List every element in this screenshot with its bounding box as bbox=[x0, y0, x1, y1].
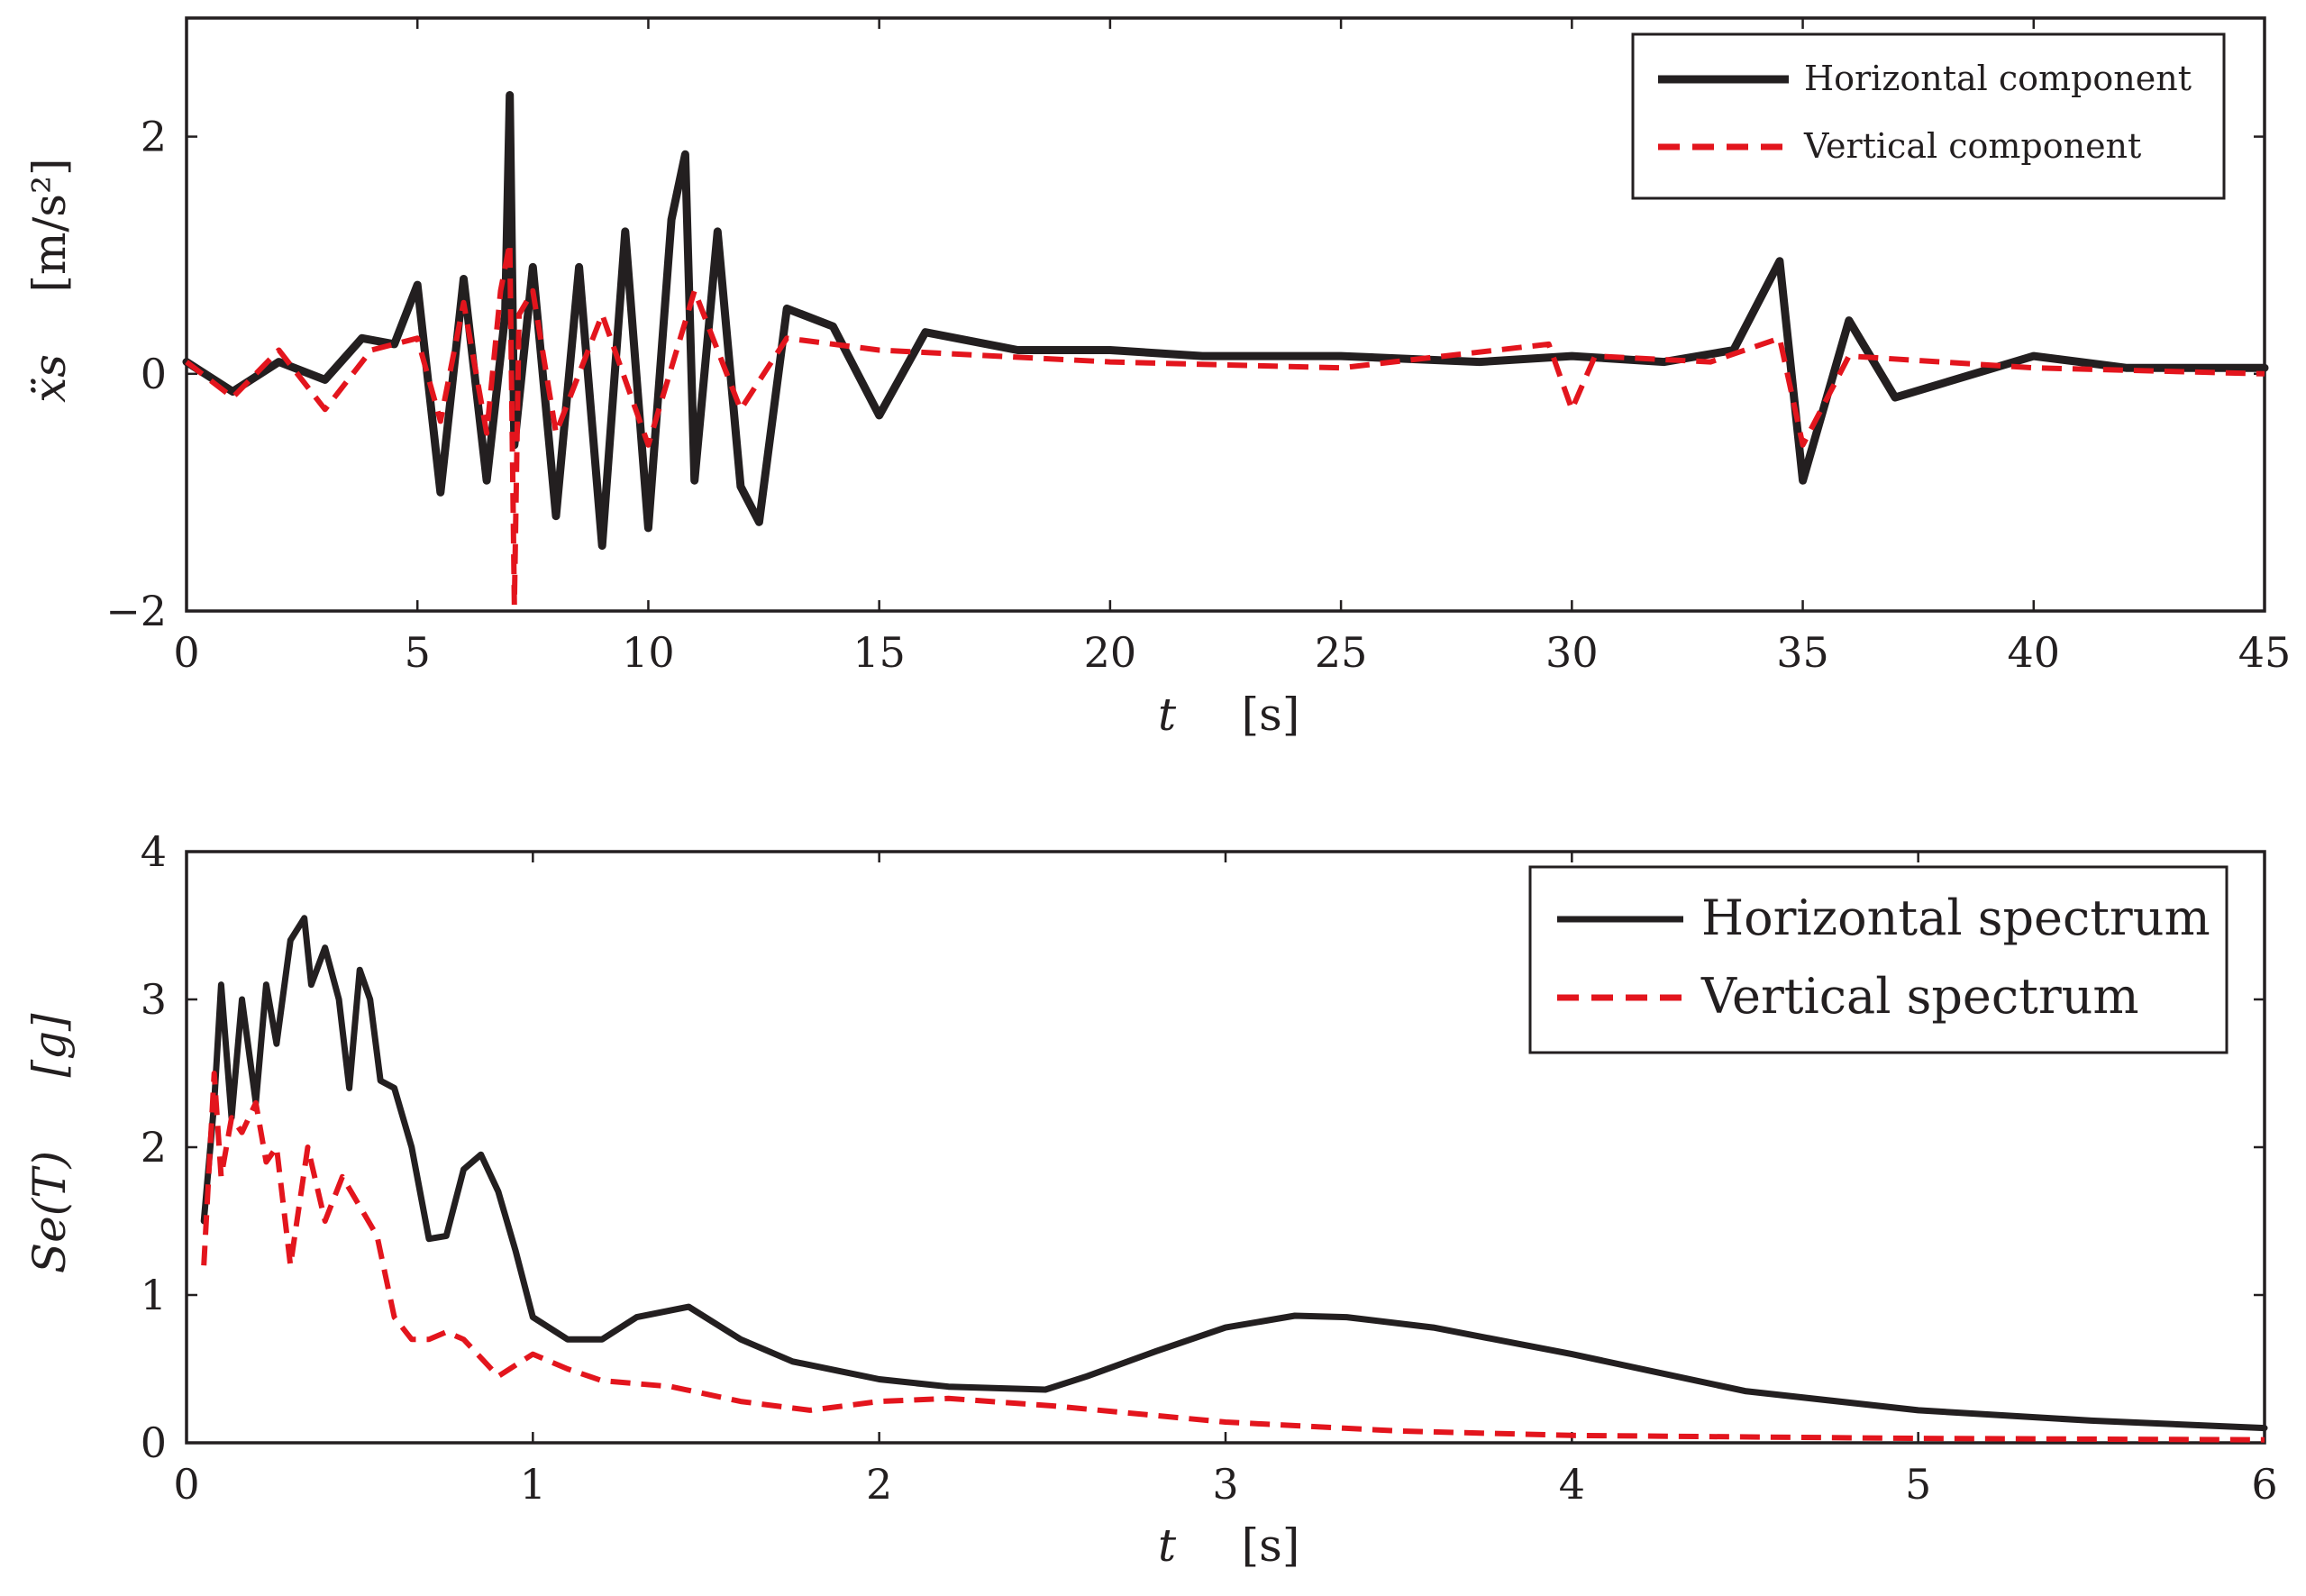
spectrum-x-tick-label: 4 bbox=[1559, 1460, 1585, 1509]
legend-horizontal-component-label: Horizontal component bbox=[1804, 59, 2192, 98]
spectrum-series bbox=[200, 915, 2268, 1443]
spectrum-x-tick-label: 2 bbox=[866, 1460, 892, 1509]
acceleration-y-axis-title: ẍs [m/s²] bbox=[23, 159, 76, 403]
spectrum-y-tick-label: 0 bbox=[141, 1418, 167, 1467]
spectrum-legend-box bbox=[1528, 865, 2229, 1054]
acceleration-y-tick-label: 0 bbox=[141, 350, 167, 398]
acceleration-legend: Horizontal component Vertical component bbox=[1631, 32, 2226, 200]
acceleration-legend-box bbox=[1631, 32, 2226, 200]
spectrum-x-axis-title: t [s] bbox=[1158, 1519, 1299, 1572]
acceleration-x-label: t bbox=[1158, 689, 1177, 741]
acceleration-chart: 0 5 10 15 20 25 30 35 40 45−202 ẍs [m/s²] t [s] H… bbox=[23, 16, 2291, 741]
spectrum-series-vertical-spectrum bbox=[201, 1071, 2265, 1443]
spectrum-x-tick-label: 0 bbox=[173, 1460, 199, 1509]
spectrum-y-tick-label: 2 bbox=[141, 1123, 167, 1172]
spectrum-y-tick-label: 1 bbox=[141, 1271, 167, 1319]
spectrum-x-tick-label: 6 bbox=[2251, 1460, 2277, 1509]
acceleration-x-tick-label: 20 bbox=[1084, 628, 1137, 677]
acceleration-x-tick-label: 25 bbox=[1315, 628, 1368, 677]
acceleration-series-horizontal-component bbox=[182, 91, 2269, 551]
acceleration-series bbox=[182, 91, 2269, 608]
legend-vertical-spectrum-label: Vertical spectrum bbox=[1700, 968, 2139, 1025]
spectrum-y-tick-label: 4 bbox=[141, 827, 167, 876]
acceleration-plot-frame bbox=[185, 16, 2266, 613]
acceleration-x-tick-label: 10 bbox=[622, 628, 675, 677]
spectrum-x-tick-label: 1 bbox=[520, 1460, 546, 1509]
spectrum-series-horizontal-spectrum bbox=[200, 915, 2268, 1432]
acceleration-x-unit: [s] bbox=[1242, 689, 1300, 741]
acceleration-x-tick-label: 40 bbox=[2008, 628, 2061, 677]
acceleration-x-tick-label: 45 bbox=[2238, 628, 2292, 677]
spectrum-x-unit: [s] bbox=[1242, 1519, 1300, 1572]
spectrum-y-unit: [g] bbox=[23, 1013, 76, 1078]
acceleration-y-tick-label: 2 bbox=[141, 113, 167, 161]
spectrum-ticks: 0 1 2 3 4 5 6 0 1 2 3 4 bbox=[141, 827, 2278, 1509]
spectrum-y-axis-title: Se(T) [g] bbox=[23, 1013, 76, 1273]
spectrum-x-tick-label: 3 bbox=[1212, 1460, 1238, 1509]
acceleration-x-tick-label: 15 bbox=[852, 628, 906, 677]
acceleration-y-unit: [m/s²] bbox=[23, 159, 76, 293]
acceleration-x-tick-label: 0 bbox=[173, 628, 199, 677]
acceleration-series-vertical-component bbox=[185, 241, 2265, 608]
acceleration-y-tick-label: −2 bbox=[105, 587, 167, 635]
spectrum-x-label: t bbox=[1158, 1519, 1177, 1572]
acceleration-x-tick-label: 30 bbox=[1545, 628, 1599, 677]
acceleration-x-axis-title: t [s] bbox=[1158, 689, 1299, 741]
acceleration-x-tick-label: 5 bbox=[405, 628, 431, 677]
spectrum-y-tick-label: 3 bbox=[141, 975, 167, 1024]
spectrum-y-label: Se(T) bbox=[23, 1151, 76, 1273]
acceleration-x-tick-label: 35 bbox=[1776, 628, 1829, 677]
spectrum-legend: Horizontal spectrum Vertical spectrum bbox=[1528, 865, 2229, 1054]
spectrum-chart: 0 1 2 3 4 5 6 0 1 2 3 4 Se(T) [g] t [s] Horizontal … bbox=[23, 827, 2278, 1572]
acceleration-ticks: 0 5 10 15 20 25 30 35 40 45−202 bbox=[105, 18, 2291, 677]
spectrum-x-tick-label: 5 bbox=[1905, 1460, 1931, 1509]
acceleration-y-label: ẍs bbox=[23, 354, 76, 403]
legend-horizontal-spectrum-label: Horizontal spectrum bbox=[1701, 889, 2210, 946]
legend-vertical-component-label: Vertical component bbox=[1803, 126, 2141, 166]
